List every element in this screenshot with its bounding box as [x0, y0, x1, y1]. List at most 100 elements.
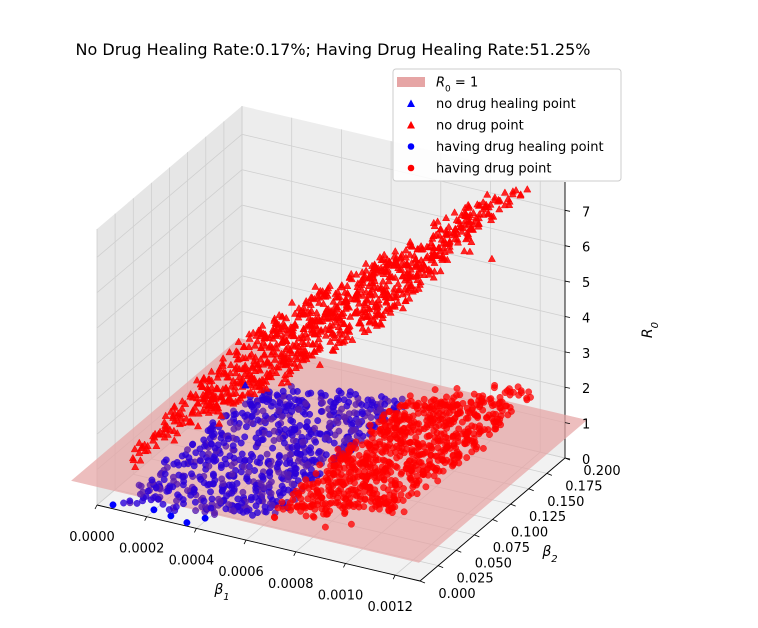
having-drug-point — [332, 479, 340, 487]
having-drug-healing-point — [170, 460, 178, 468]
no-drug-point — [382, 297, 391, 305]
having-drug-point — [380, 475, 388, 483]
no-drug-point — [201, 405, 210, 413]
no-drug-point — [406, 237, 415, 246]
having-drug-healing-point — [302, 400, 310, 407]
no-drug-point — [363, 312, 372, 320]
no-drug-point — [236, 394, 245, 402]
no-drug-point — [484, 208, 493, 217]
no-drug-point — [328, 312, 337, 321]
having-drug-point — [349, 486, 357, 494]
legend-marker-triangle — [407, 99, 415, 107]
y-tick-mark — [437, 565, 444, 568]
no-drug-point — [450, 234, 459, 243]
no-drug-point — [173, 428, 182, 437]
no-drug-point — [393, 290, 402, 299]
x-tick-mark — [94, 504, 98, 510]
having-drug-healing-point — [265, 469, 273, 477]
no-drug-point — [397, 250, 406, 258]
having-drug-healing-point — [239, 488, 247, 496]
having-drug-point — [443, 393, 450, 401]
legend-swatch-plane — [397, 77, 425, 87]
having-drug-point — [527, 393, 534, 401]
no-drug-point — [378, 277, 387, 285]
having-drug-healing-point — [263, 450, 271, 458]
having-drug-healing-point — [290, 472, 298, 480]
no-drug-point — [231, 397, 240, 405]
having-drug-point — [396, 452, 404, 460]
having-drug-point — [432, 466, 440, 474]
no-drug-point — [305, 308, 314, 317]
having-drug-point — [366, 483, 374, 491]
having-drug-healing-point — [335, 387, 343, 395]
no-drug-point — [439, 243, 449, 252]
having-drug-healing-point — [312, 438, 320, 446]
having-drug-point — [278, 498, 286, 506]
having-drug-point — [431, 386, 439, 394]
having-drug-point — [450, 394, 458, 402]
having-drug-healing-point — [322, 451, 330, 459]
no-drug-point — [308, 316, 317, 325]
z-tick-label: 3 — [582, 347, 590, 362]
having-drug-point — [346, 475, 353, 483]
no-drug-point — [198, 376, 207, 384]
having-drug-point — [365, 472, 373, 480]
no-drug-point — [254, 326, 263, 334]
no-drug-point — [460, 221, 470, 229]
y-axis-label: β2 — [541, 544, 557, 565]
z-tick-mark — [564, 280, 571, 283]
no-drug-point — [405, 250, 415, 258]
having-drug-point — [376, 427, 384, 435]
having-drug-healing-point — [148, 476, 156, 484]
no-drug-point — [173, 411, 182, 419]
having-drug-point — [470, 441, 478, 449]
having-drug-point — [426, 405, 434, 413]
no-drug-point — [162, 424, 171, 433]
no-drug-point — [224, 373, 233, 381]
having-drug-point — [337, 485, 345, 493]
no-drug-point — [244, 342, 254, 350]
no-drug-point — [338, 338, 347, 346]
no-drug-point — [262, 384, 271, 392]
x-tick-mark — [293, 551, 297, 556]
having-drug-healing-point — [188, 470, 195, 478]
no-drug-point — [250, 341, 260, 349]
having-drug-point — [312, 470, 320, 477]
having-drug-healing-point — [150, 506, 158, 514]
no-drug-point — [295, 361, 304, 369]
z-tick-mark — [564, 316, 571, 318]
no-drug-point — [258, 380, 267, 389]
no-drug-point — [291, 363, 300, 371]
no-drug-point — [285, 354, 294, 362]
having-drug-healing-point — [273, 391, 281, 399]
having-drug-healing-point — [345, 398, 353, 406]
no-drug-point — [479, 210, 488, 218]
having-drug-point — [463, 439, 471, 447]
x-axis-line — [96, 504, 421, 582]
no-drug-point — [442, 213, 451, 221]
having-drug-healing-point — [262, 508, 270, 516]
no-drug-point — [290, 359, 299, 367]
no-drug-point — [399, 271, 408, 279]
no-drug-point — [445, 242, 454, 250]
having-drug-point — [424, 414, 432, 422]
having-drug-point — [434, 477, 442, 485]
no-drug-point — [367, 267, 376, 275]
having-drug-healing-point — [228, 489, 236, 497]
having-drug-healing-point — [234, 423, 242, 431]
no-drug-point — [287, 298, 297, 306]
having-drug-point — [325, 486, 333, 494]
having-drug-point — [507, 407, 515, 415]
y-tick-label: 0.100 — [511, 526, 548, 541]
having-drug-point — [393, 485, 401, 493]
no-drug-point — [135, 448, 144, 456]
having-drug-healing-point — [287, 426, 295, 433]
having-drug-healing-point — [280, 485, 288, 493]
having-drug-healing-point — [307, 430, 315, 438]
having-drug-healing-point — [189, 441, 196, 449]
having-drug-point — [474, 412, 482, 420]
no-drug-point — [357, 285, 366, 293]
y-tick-mark — [492, 519, 498, 522]
having-drug-healing-point — [266, 461, 274, 469]
